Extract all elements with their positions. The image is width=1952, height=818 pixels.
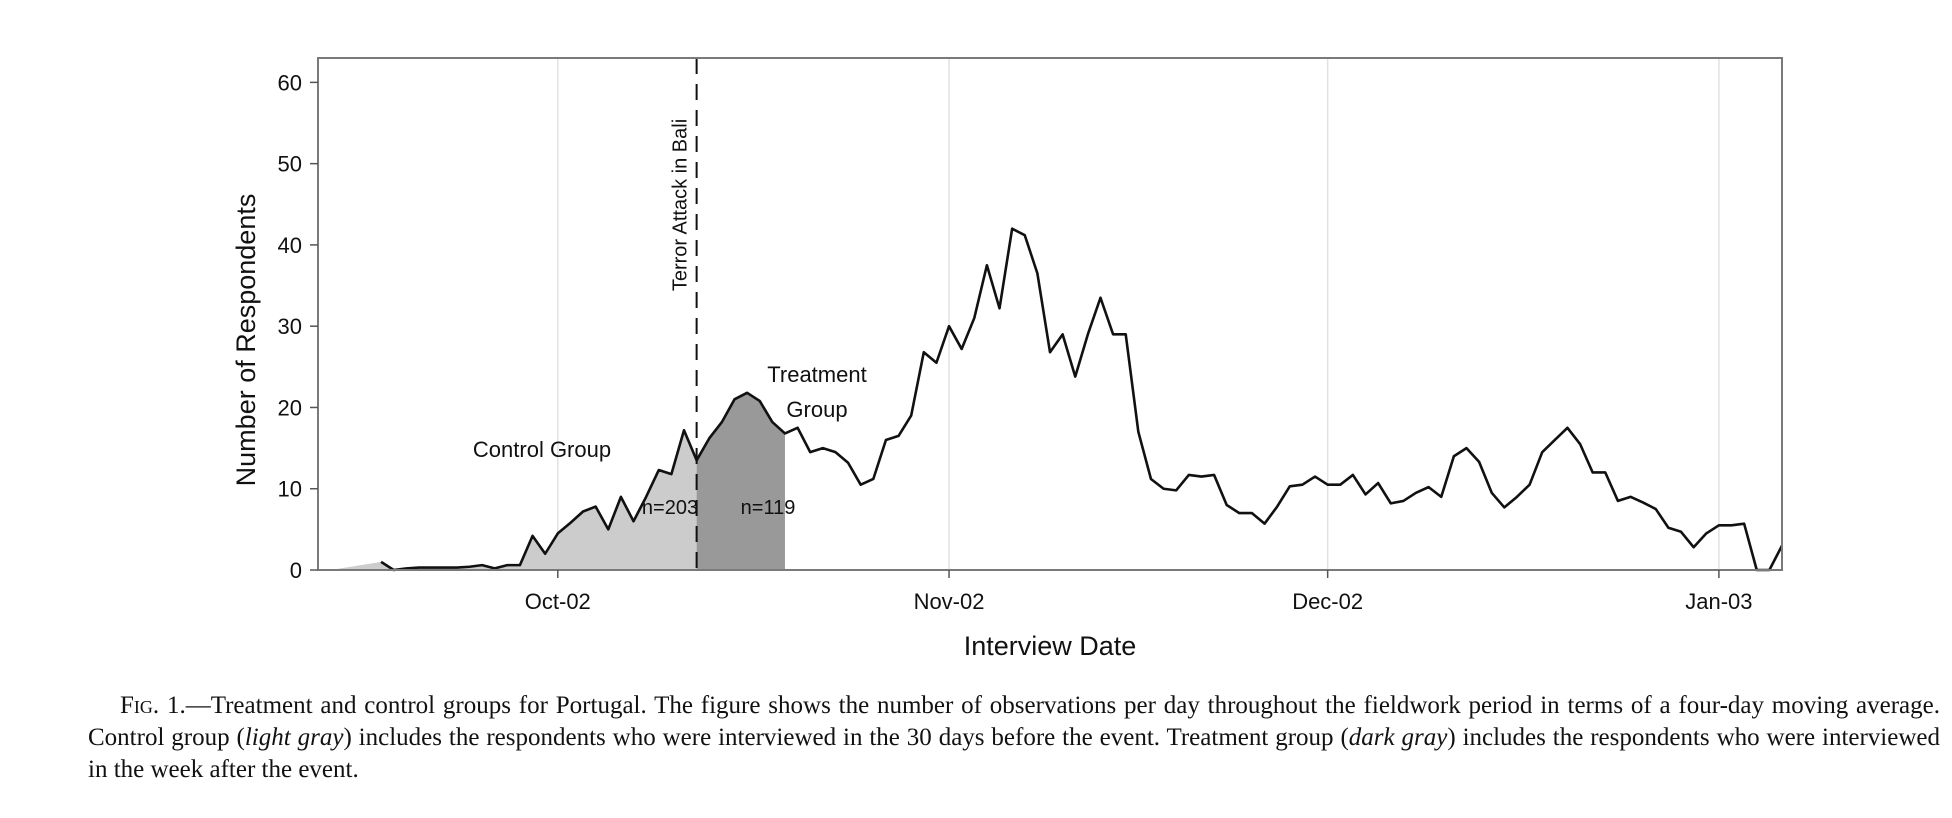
x-tick-label: Dec-02 (1292, 589, 1363, 614)
caption-text-2: ) includes the respondents who were inte… (343, 724, 1349, 751)
control-group-area (330, 430, 697, 570)
treatment-group-label: Treatment (767, 362, 866, 387)
event-marker: Terror Attack in Bali (670, 58, 698, 570)
caption-text-1: —Treatment and control groups for Portug… (88, 692, 1940, 751)
plot-frame (317, 57, 1783, 571)
y-tick-label: 40 (278, 233, 302, 258)
y-tick-label: 60 (278, 70, 302, 95)
event-label: Terror Attack in Bali (670, 119, 692, 291)
group-regions: Control Group n=203 Treatment Group n=119 (330, 362, 867, 570)
caption-text-light-gray: light gray (244, 724, 344, 751)
x-tick-label: Jan-03 (1685, 589, 1752, 614)
caption-text-3: ) includes the respondents who were inte… (88, 724, 1941, 783)
series-line (380, 227, 1784, 572)
y-tick-label: 0 (290, 558, 302, 583)
control-group-label: Control Group (473, 437, 611, 462)
y-tick-label: 30 (278, 314, 302, 339)
x-axis-label: Interview Date (964, 631, 1137, 661)
figure-caption: Fig. 1.—Treatment and control groups for… (88, 690, 1940, 786)
y-tick-label: 20 (278, 395, 302, 420)
treatment-group-n-label: n=119 (741, 497, 796, 519)
y-axis-label: Number of Respondents (231, 194, 261, 487)
figure-label: Fig. 1. (120, 692, 186, 719)
series-line-group (380, 227, 1784, 572)
x-tick-label: Nov-02 (914, 589, 985, 614)
axes: Oct-02 Nov-02 Dec-02 Jan-03 0 10 20 30 40 50 60 (278, 70, 1753, 614)
x-tick-label: Oct-02 (525, 589, 591, 614)
treatment-group-label: Group (786, 397, 847, 422)
y-tick-label: 50 (278, 152, 302, 177)
y-tick-label: 10 (278, 477, 302, 502)
grid-lines (557, 58, 1720, 570)
control-group-n-label: n=203 (642, 497, 698, 519)
caption-text-dark-gray: dark gray (1348, 724, 1448, 751)
treatment-group-area (696, 392, 785, 570)
